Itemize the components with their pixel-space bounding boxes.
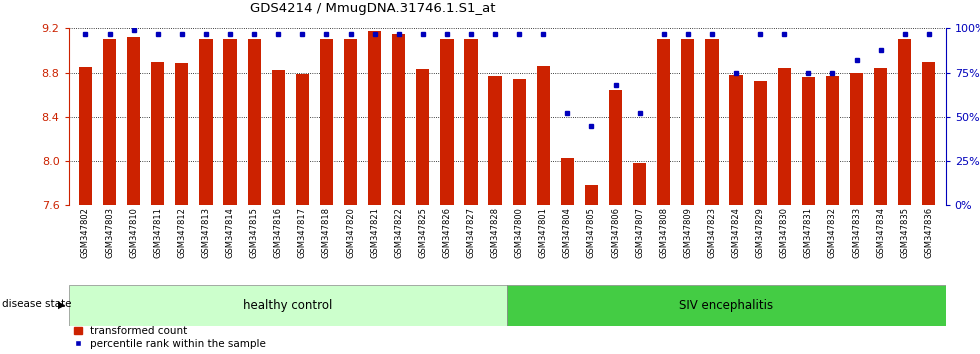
Bar [69,285,508,326]
Bar [248,39,261,205]
Bar [898,39,911,205]
Text: GDS4214 / MmugDNA.31746.1.S1_at: GDS4214 / MmugDNA.31746.1.S1_at [250,2,495,15]
Bar [922,62,936,205]
Bar [440,39,454,205]
Bar [537,66,550,205]
Bar [658,39,670,205]
Bar [826,76,839,205]
Bar [706,39,718,205]
Bar [609,90,622,205]
Bar [777,68,791,205]
Bar [874,68,887,205]
Text: healthy control: healthy control [243,299,332,312]
Bar [802,77,815,205]
Text: disease state: disease state [2,299,72,309]
Bar [513,79,526,205]
Bar [78,67,92,205]
Bar [319,39,333,205]
Text: SIV encephalitis: SIV encephalitis [679,299,773,312]
Bar [585,185,598,205]
Bar [754,81,766,205]
Bar [488,76,502,205]
Bar [199,39,213,205]
Legend: transformed count, percentile rank within the sample: transformed count, percentile rank withi… [74,326,267,349]
Bar [223,39,237,205]
Bar [416,69,429,205]
Bar [633,163,646,205]
Bar [271,70,285,205]
Bar [465,39,477,205]
Bar [344,39,357,205]
Bar [681,39,695,205]
Bar [729,75,743,205]
Bar [151,62,165,205]
Bar [103,39,117,205]
Bar [127,37,140,205]
Bar [508,285,946,326]
Bar [850,73,863,205]
Bar [392,34,406,205]
Bar [296,74,309,205]
Text: ▶: ▶ [58,299,66,309]
Bar [561,158,574,205]
Bar [368,30,381,205]
Bar [175,63,188,205]
